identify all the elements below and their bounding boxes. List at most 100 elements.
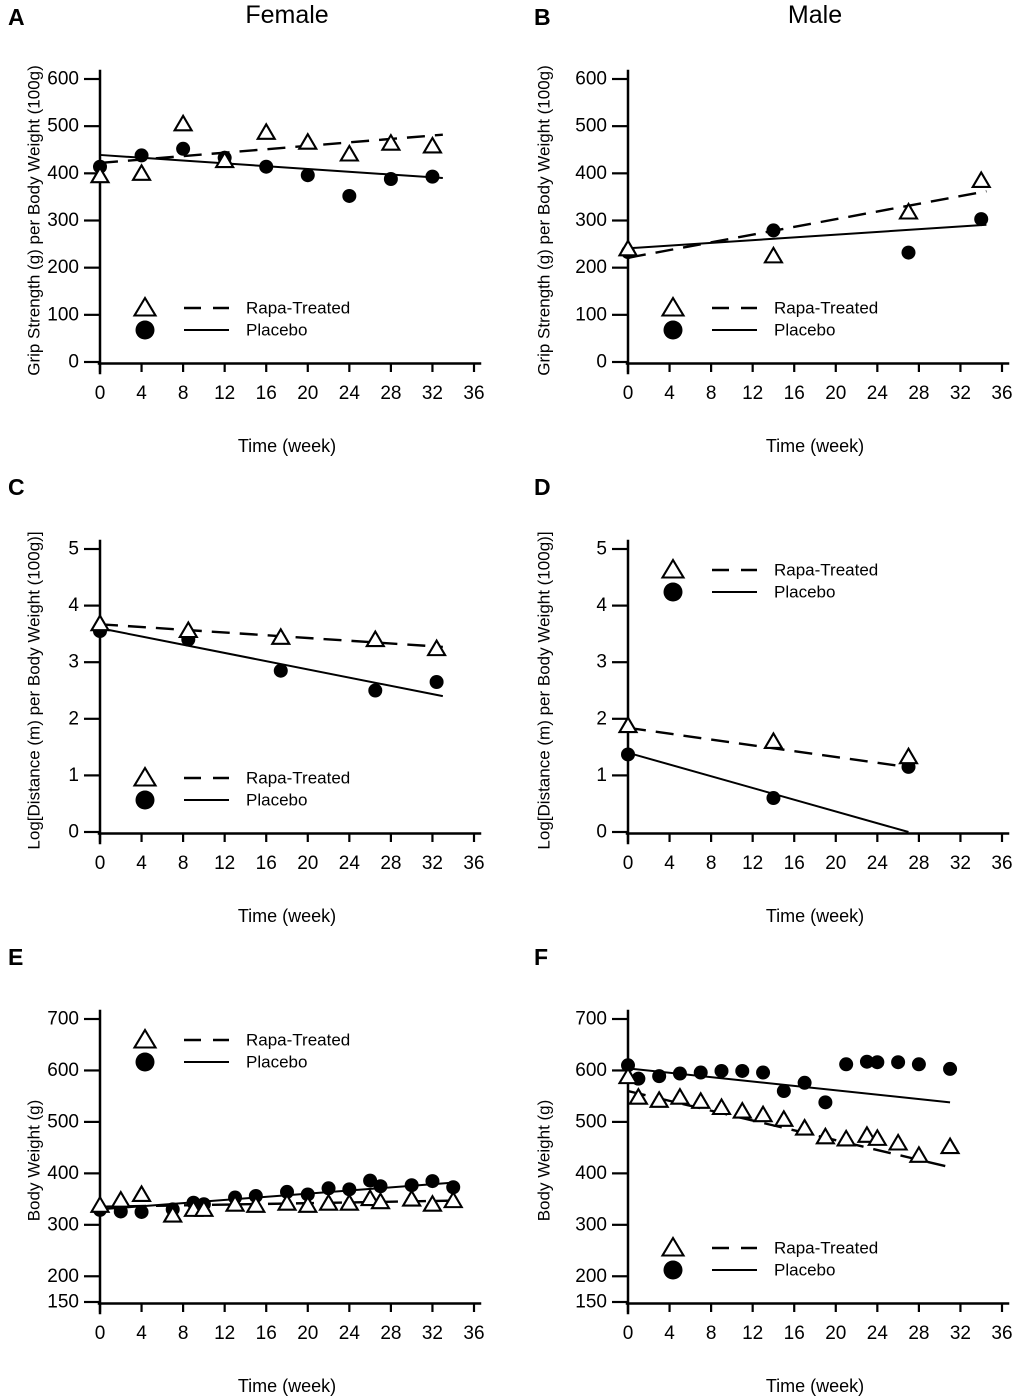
y-tick-label: 100 (575, 304, 607, 325)
data-point-rapa-treated (628, 1087, 649, 1105)
data-point-rapa-treated (939, 1136, 961, 1155)
chart-canvas-a: 0 100 200 300 400 500 600 0 4 8 12 16 20 24 28 32 36 Time… (25, 65, 485, 456)
x-tick-label: 20 (297, 853, 318, 874)
trend-line-rapa-treated (627, 190, 987, 259)
y-tick-label: 200 (47, 257, 79, 278)
x-tick-label: 8 (178, 1323, 189, 1344)
panel-b: B Male 0 100 200 300 400 500 600 0 4 8 12 16 20 24 28 3… (510, 0, 1020, 470)
data-point-placebo (425, 169, 440, 184)
data-point-placebo (621, 747, 635, 762)
data-point-rapa-treated (172, 113, 194, 132)
x-tick-label: 28 (908, 853, 929, 874)
y-tick-label: 3 (596, 652, 607, 673)
y-tick-label: 400 (47, 163, 79, 184)
data-point-placebo (446, 1180, 461, 1195)
chart-log-distance-female: 0 1 2 3 4 5 0 4 8 12 16 20 24 28 32 36 Time (week) Log[Di… (0, 470, 510, 940)
data-point-placebo (839, 1057, 854, 1072)
data-point-placebo (134, 148, 149, 163)
x-tick-label: 16 (256, 1323, 277, 1344)
x-axis-label: Time (week) (238, 1376, 336, 1396)
x-axis-label: Time (week) (766, 436, 864, 456)
legend: Rapa-Treated Placebo (132, 765, 350, 810)
legend: Rapa-Treated Placebo (132, 1027, 350, 1072)
panel-letter-d: D (534, 474, 551, 500)
y-tick-label: 300 (575, 1214, 607, 1235)
data-point-rapa-treated (89, 1195, 111, 1213)
data-point-placebo (321, 1181, 336, 1196)
legend: Rapa-Treated Placebo (132, 295, 350, 340)
legend-circle-icon (135, 790, 155, 810)
panel-letter-a: A (8, 4, 25, 30)
data-point-placebo (735, 1063, 750, 1078)
y-tick-label: 2 (596, 708, 607, 729)
data-point-rapa-treated (617, 1066, 639, 1085)
y-tick-label: 1 (68, 765, 79, 786)
y-tick-label: 600 (47, 1060, 79, 1081)
y-tick-label: 100 (47, 304, 79, 325)
data-point-placebo (797, 1075, 812, 1090)
data-point-rapa-treated (131, 1184, 152, 1203)
x-tick-label: 0 (623, 1323, 634, 1344)
y-tick-label: 5 (68, 539, 79, 560)
data-point-placebo (280, 1184, 294, 1199)
legend-label-rapa-treated: Rapa-Treated (774, 1239, 878, 1258)
y-tick-label: 600 (575, 1060, 607, 1081)
x-tick-label: 24 (339, 853, 361, 874)
panel-c: C 0 1 2 3 4 5 0 4 8 12 16 20 24 28 32 36 Time (week) Log[… (0, 470, 510, 940)
y-tick-label: 4 (596, 595, 607, 616)
panel-letter-c: C (8, 474, 25, 500)
data-point-placebo (974, 212, 989, 227)
data-point-rapa-treated (297, 1195, 319, 1213)
y-tick-label: 150 (47, 1292, 79, 1313)
y-tick-label: 300 (575, 210, 607, 231)
trend-line-placebo (99, 627, 444, 698)
y-tick-label: 0 (596, 822, 607, 843)
data-point-rapa-treated (359, 1188, 381, 1207)
panel-a: A Female 0 100 200 300 400 500 600 0 4 8 12 16 20 24 2… (0, 0, 510, 470)
y-tick-label: 300 (47, 1214, 79, 1235)
y-tick-label: 1 (596, 765, 607, 786)
x-tick-label: 4 (664, 853, 675, 874)
x-tick-label: 28 (380, 1323, 401, 1344)
x-tick-label: 28 (380, 383, 401, 404)
data-point-placebo (368, 683, 383, 698)
data-point-placebo (693, 1065, 708, 1080)
data-point-placebo (766, 223, 781, 238)
data-point-placebo (776, 1084, 791, 1099)
y-tick-label: 2 (68, 708, 79, 729)
y-tick-label: 5 (596, 539, 607, 560)
x-tick-label: 28 (908, 1323, 929, 1344)
x-tick-label: 8 (178, 383, 189, 404)
y-tick-label: 4 (68, 595, 79, 616)
x-tick-label: 20 (825, 853, 846, 874)
x-tick-label: 12 (214, 1323, 235, 1344)
data-point-placebo (363, 1173, 378, 1188)
y-tick-label: 3 (68, 652, 79, 673)
data-point-rapa-treated (898, 201, 919, 220)
y-axis-label: Log[Distance (m) per Body Weight (100g)] (25, 531, 44, 849)
x-tick-label: 4 (136, 853, 147, 874)
legend-label-placebo: Placebo (246, 791, 307, 810)
x-tick-label: 16 (784, 853, 805, 874)
data-point-rapa-treated (669, 1087, 691, 1105)
legend-circle-icon (135, 1052, 155, 1072)
legend-label-placebo: Placebo (774, 321, 835, 340)
x-tick-label: 8 (706, 383, 717, 404)
chart-grip-strength-male: 0 100 200 300 400 500 600 0 4 8 12 16 20 24 28 32 36 Time… (510, 0, 1020, 470)
data-point-rapa-treated (297, 132, 319, 150)
data-point-rapa-treated (835, 1128, 857, 1147)
x-tick-label: 4 (664, 1323, 675, 1344)
x-tick-label: 8 (706, 853, 717, 874)
y-tick-label: 500 (47, 116, 79, 137)
data-point-placebo (176, 141, 191, 156)
legend-label-placebo: Placebo (774, 583, 835, 602)
y-tick-label: 0 (68, 352, 79, 373)
x-tick-label: 32 (950, 853, 971, 874)
legend-label-placebo: Placebo (246, 321, 307, 340)
x-tick-label: 12 (214, 383, 235, 404)
y-tick-label: 400 (47, 1163, 79, 1184)
data-point-rapa-treated (970, 170, 992, 188)
legend-triangle-icon (132, 295, 158, 317)
x-tick-label: 0 (95, 1323, 106, 1344)
